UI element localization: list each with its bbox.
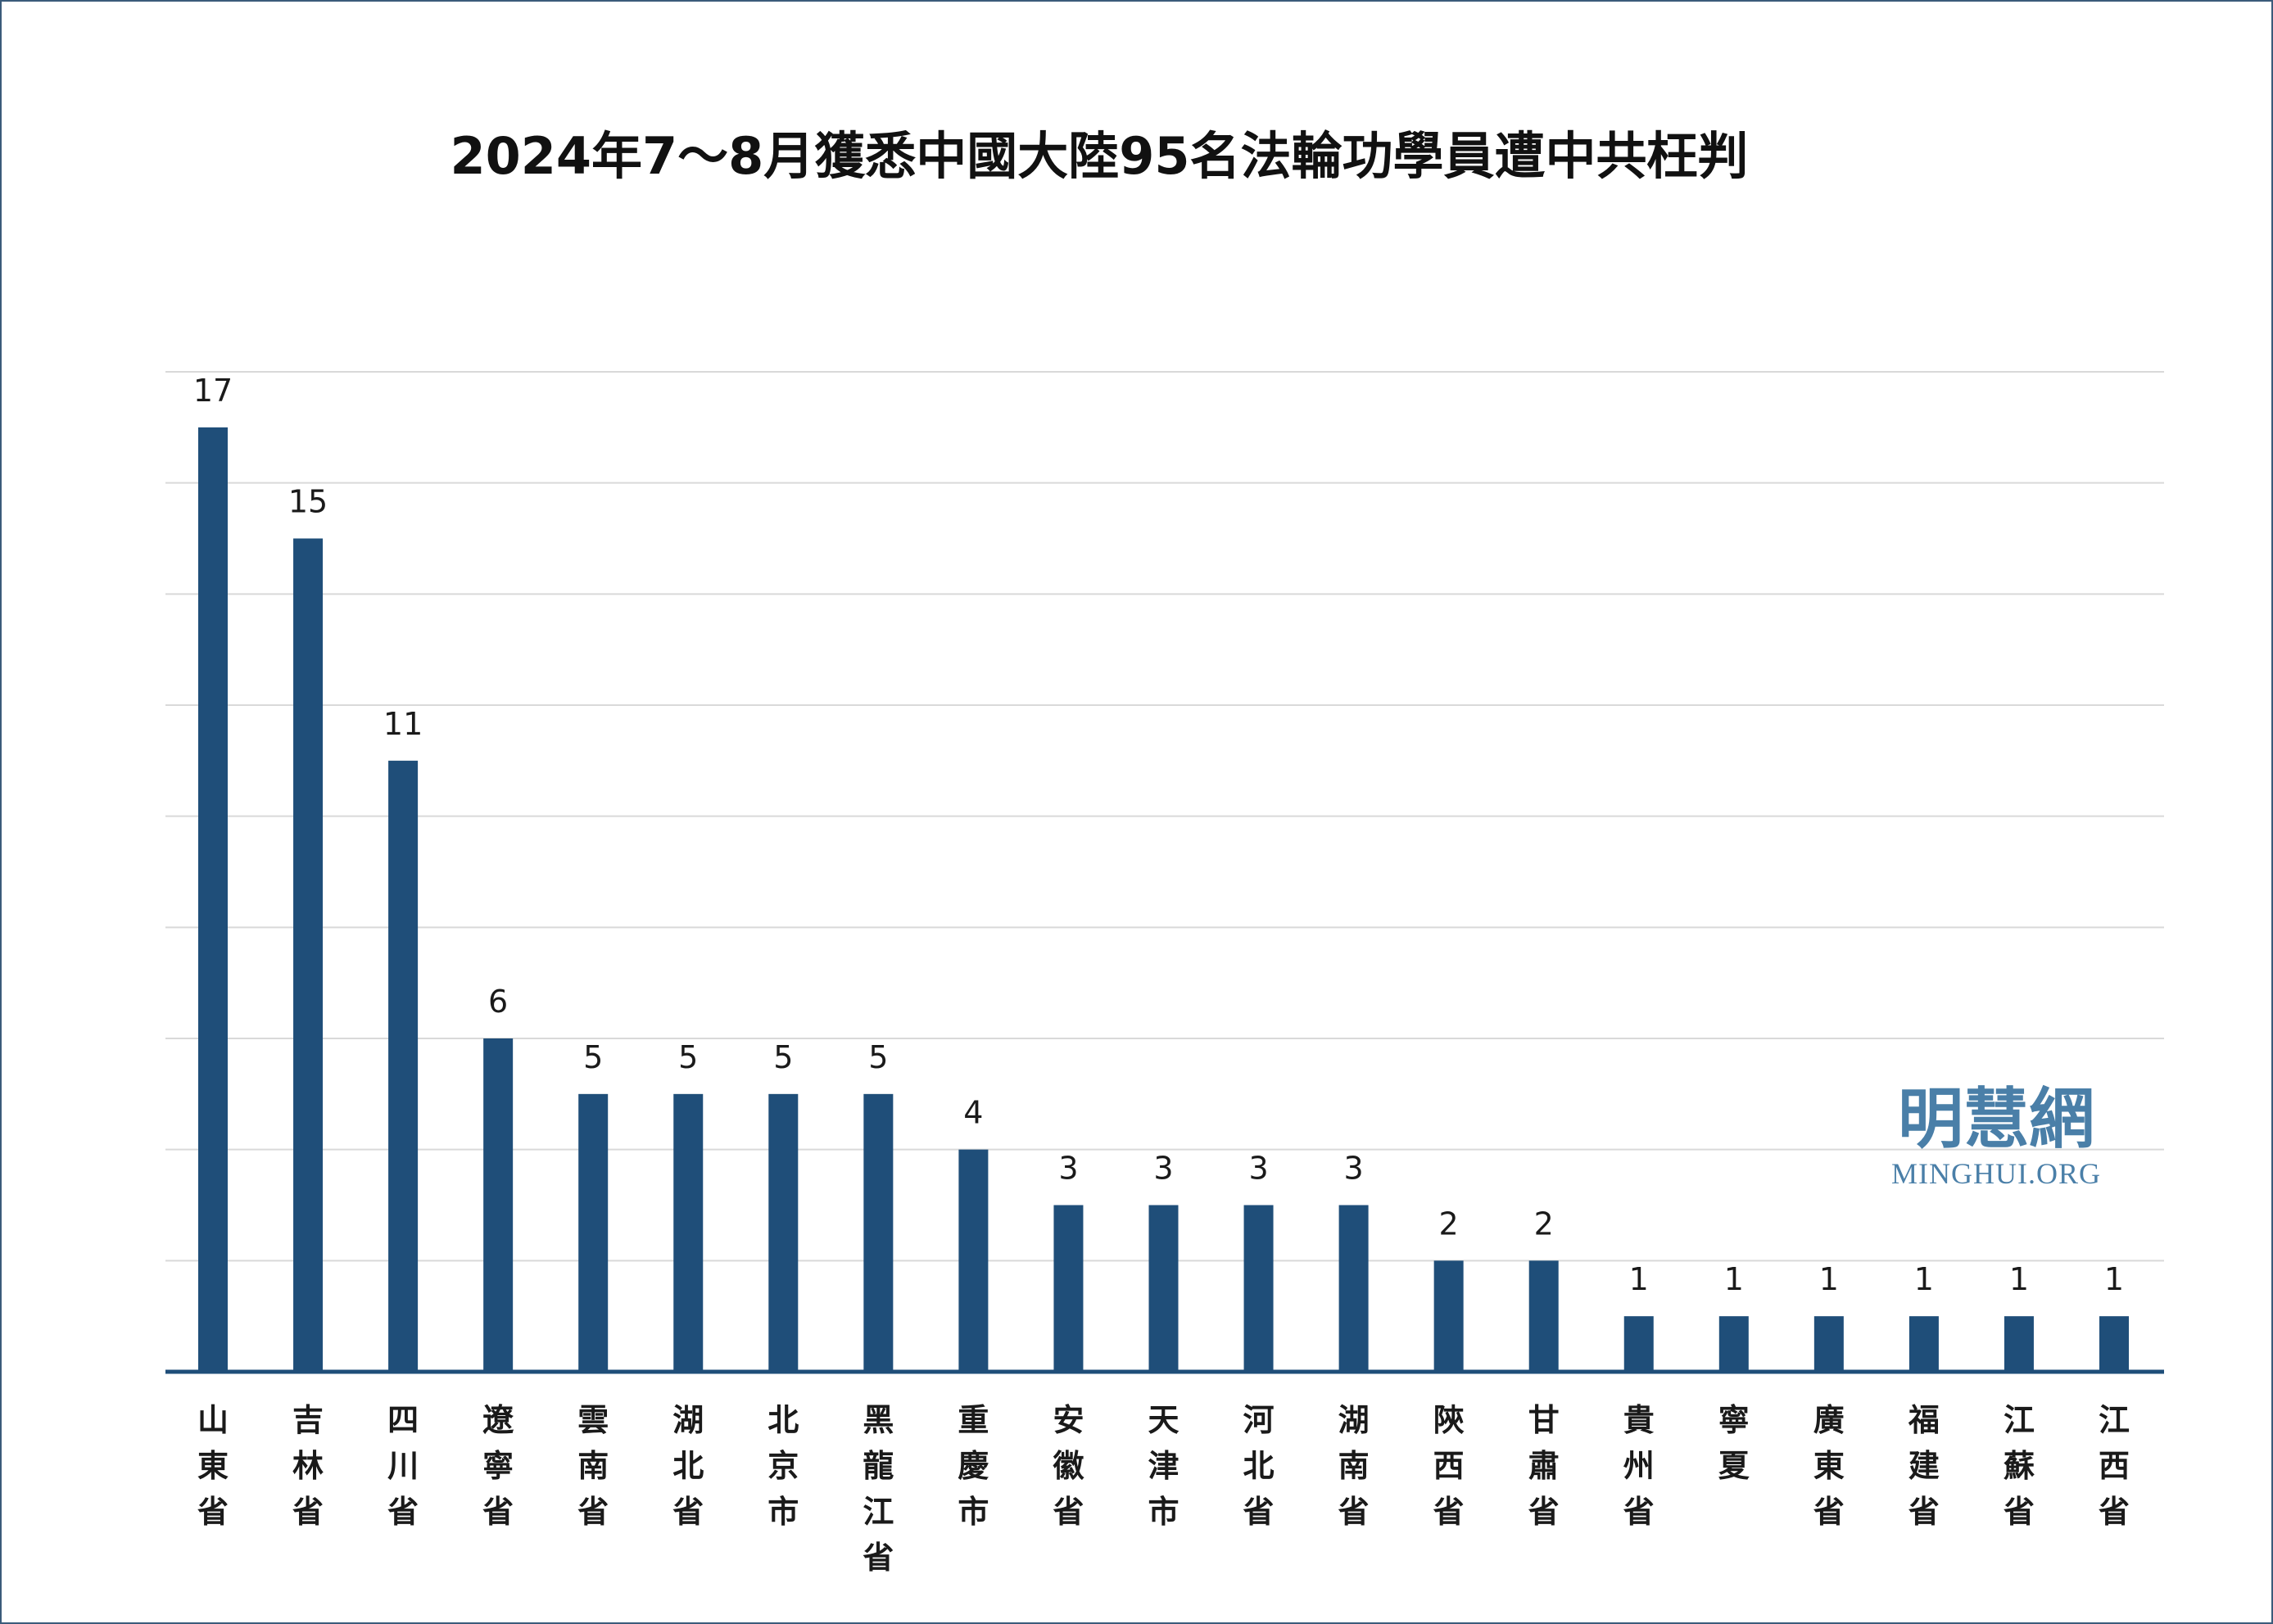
bar — [958, 1149, 989, 1372]
category-label: 廣東省 — [1813, 1402, 1845, 1530]
bar-value-label: 2 — [1439, 1206, 1459, 1242]
bar — [483, 1038, 514, 1372]
category-label: 貴州省 — [1623, 1402, 1655, 1530]
category-label: 雲南省 — [577, 1402, 609, 1530]
bar — [198, 427, 228, 1373]
category-label: 江蘇省 — [2004, 1402, 2035, 1530]
category-label: 遼寧省 — [482, 1402, 514, 1530]
bar-value-label: 1 — [2104, 1261, 2124, 1297]
bar — [1909, 1316, 1939, 1372]
category-label: 湖北省 — [672, 1402, 704, 1530]
bar-value-label: 17 — [193, 373, 233, 409]
category-label: 河北省 — [1243, 1402, 1275, 1530]
bar — [388, 760, 419, 1372]
bar-value-label: 1 — [1914, 1261, 1934, 1297]
bar-value-label: 3 — [1248, 1151, 1268, 1187]
category-label: 陝西省 — [1433, 1402, 1465, 1530]
category-label: 北京市 — [767, 1402, 799, 1530]
bar-value-label: 5 — [583, 1039, 603, 1075]
bar-value-label: 2 — [1534, 1206, 1554, 1242]
gridlines — [165, 371, 2164, 1262]
bar-value-label: 3 — [1153, 1151, 1173, 1187]
category-label: 江西省 — [2099, 1402, 2130, 1530]
category-label: 黑龍江省 — [863, 1402, 894, 1576]
bar-value-label: 11 — [383, 706, 423, 742]
category-label: 吉林省 — [292, 1402, 324, 1530]
bar — [1243, 1205, 1274, 1372]
bar-value-label: 5 — [678, 1039, 698, 1075]
bar — [1813, 1316, 1844, 1372]
chart-title: 2024年7～8月獲悉中國大陸95名法輪功學員遭中共枉判 — [450, 126, 1748, 186]
bar-value-label: 3 — [1344, 1151, 1364, 1187]
bar — [1053, 1205, 1084, 1372]
bar-value-label: 1 — [2009, 1261, 2029, 1297]
bar — [293, 538, 324, 1372]
bar — [1623, 1316, 1654, 1372]
bar-value-label: 5 — [868, 1039, 888, 1075]
bar-value-label: 6 — [488, 984, 508, 1020]
bar — [1148, 1205, 1179, 1372]
category-labels: 山東省 吉林省 四川省 遼寧省 雲南省 湖北省 北京市 黑龍江省 重慶市 安徽省 天津市 河北省 湖南省… — [197, 1402, 2130, 1576]
bar-value-label: 15 — [288, 484, 328, 520]
bar — [673, 1093, 704, 1372]
watermark-english: MINGHUI.ORG — [1891, 1157, 2101, 1190]
category-label: 山東省 — [197, 1402, 229, 1530]
bar — [1433, 1260, 1464, 1372]
category-label: 四川省 — [387, 1402, 419, 1530]
bar-value-label: 1 — [1629, 1261, 1649, 1297]
minghui-watermark: 明慧網 MINGHUI.ORG — [1891, 1080, 2101, 1190]
category-label: 安徽省 — [1052, 1402, 1084, 1530]
bar — [1718, 1316, 1749, 1372]
bar — [1528, 1260, 1559, 1372]
bars — [198, 427, 2129, 1373]
category-label: 寧夏 — [1718, 1402, 1750, 1484]
bar-value-label: 1 — [1724, 1261, 1744, 1297]
bar — [2004, 1316, 2034, 1372]
bar-value-label: 1 — [1819, 1261, 1839, 1297]
category-label: 福建省 — [1908, 1402, 1940, 1530]
bar — [2099, 1316, 2129, 1372]
bar-value-label: 4 — [963, 1095, 983, 1131]
category-label: 湖南省 — [1338, 1402, 1370, 1530]
category-label: 天津市 — [1148, 1402, 1179, 1530]
bar — [768, 1093, 799, 1372]
bar — [578, 1093, 609, 1372]
watermark-chinese: 明慧網 — [1898, 1080, 2094, 1157]
bar — [863, 1093, 894, 1372]
bar-value-label: 5 — [773, 1039, 793, 1075]
category-label: 重慶市 — [958, 1402, 989, 1530]
category-label: 甘肅省 — [1528, 1402, 1560, 1530]
bar — [1338, 1205, 1369, 1372]
bar-value-label: 3 — [1058, 1151, 1078, 1187]
